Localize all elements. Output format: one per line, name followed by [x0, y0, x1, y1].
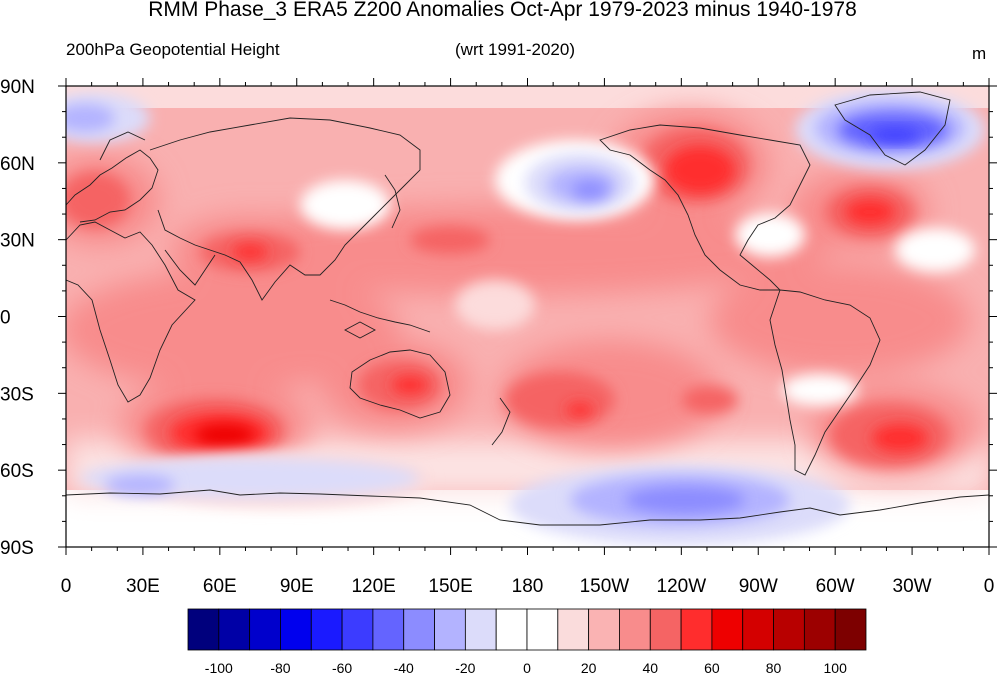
colorbar-label: 20 [581, 660, 597, 676]
colorbar-swatch [495, 608, 528, 651]
colorbar-swatch [341, 608, 374, 651]
lat-label: 60S [0, 461, 34, 482]
colorbar-label: -100 [205, 660, 233, 676]
colorbar-swatch [372, 608, 405, 651]
lat-label: 90S [0, 538, 34, 559]
colorbar-swatch [187, 608, 220, 651]
colorbar-swatch [249, 608, 281, 651]
colorbar-label: -80 [270, 660, 290, 676]
colorbar-swatch [834, 608, 867, 651]
lon-label: 30W [893, 576, 932, 597]
lon-label: 60W [816, 576, 855, 597]
colorbar-swatch [711, 608, 744, 651]
lon-label: 90W [739, 576, 778, 597]
colorbar-swatch [310, 608, 343, 651]
center-subtitle: (wrt 1991-2020) [455, 40, 576, 59]
colorbar-label: 40 [642, 660, 658, 676]
colorbar-label: 80 [766, 660, 782, 676]
lon-label: 180 [512, 576, 544, 597]
lon-label: 150E [428, 576, 472, 597]
colorbar-swatch [403, 608, 435, 651]
units-label: m [972, 44, 987, 63]
lon-label: 120W [657, 576, 707, 597]
colorbar-label: -20 [455, 660, 475, 676]
colorbar-label: 60 [704, 660, 720, 676]
lon-label: 60E [203, 576, 237, 597]
colorbar-swatch [619, 608, 651, 651]
axis-labels: 90N 60N 30N 0 30S 60S 90S 0 30E 60E 90E 120E 150E 180… [0, 77, 994, 597]
lat-label: 90N [0, 77, 35, 98]
colorbar-swatch [280, 608, 312, 651]
lat-label: 60N [0, 154, 35, 175]
colorbar-swatch [434, 608, 466, 651]
axis-ticks [58, 78, 997, 555]
lon-label: 90E [280, 576, 314, 597]
colorbar-swatch [803, 608, 836, 651]
lat-label: 0 [0, 308, 11, 329]
lon-label: 0 [61, 576, 72, 597]
colorbar-swatch [680, 608, 713, 651]
colorbar: -100 -80 -60 -40 -20 0 20 40 60 80 100 [187, 608, 867, 676]
lon-label: 30E [126, 576, 160, 597]
colorbar-label: 100 [824, 660, 848, 676]
colorbar-swatch [218, 608, 251, 651]
colorbar-label: 0 [523, 660, 531, 676]
colorbar-swatch [464, 608, 497, 651]
lat-label: 30N [0, 231, 35, 252]
lon-label: 120E [351, 576, 395, 597]
lat-label: 30S [0, 384, 34, 405]
colorbar-swatch [588, 608, 620, 651]
colorbar-swatch [649, 608, 682, 651]
lon-label: 150W [580, 576, 630, 597]
colorbar-label: -60 [332, 660, 352, 676]
lon-label: 0 [984, 576, 995, 597]
coastlines [66, 91, 989, 526]
arctic-belt [66, 86, 989, 108]
colorbar-label: -40 [394, 660, 414, 676]
left-subtitle: 200hPa Geopotential Height [66, 40, 280, 59]
colorbar-swatch [773, 608, 805, 651]
map-title: RMM Phase_3 ERA5 Z200 Anomalies Oct-Apr … [148, 0, 857, 21]
colorbar-swatch [557, 608, 590, 651]
anomaly-field [66, 86, 989, 547]
colorbar-swatch [526, 608, 559, 651]
colorbar-swatch [742, 608, 774, 651]
